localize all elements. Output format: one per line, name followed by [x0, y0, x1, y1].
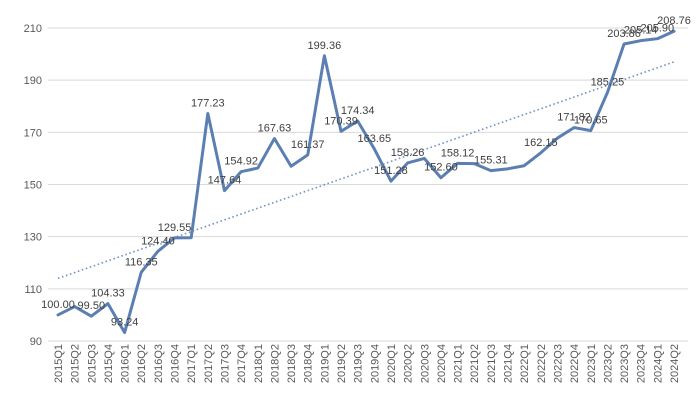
data-label: 205.90: [641, 23, 675, 35]
x-tick-label: 2016Q1: [120, 344, 132, 383]
x-tick-label: 2018Q4: [303, 344, 315, 383]
x-tick-label: 2016Q4: [170, 344, 182, 383]
data-label: 100.00: [41, 299, 75, 311]
data-label: 174.34: [341, 105, 375, 117]
data-label: 163.65: [357, 133, 391, 145]
data-label: 177.23: [191, 97, 225, 109]
y-tick-label: 170: [24, 127, 42, 139]
data-label: 154.92: [224, 156, 258, 168]
x-tick-label: 2017Q2: [203, 344, 215, 383]
y-axis-labels: 90 110 130 150 170 190 210: [24, 23, 42, 348]
x-tick-label: 2023Q4: [636, 344, 648, 383]
y-tick-label: 110: [24, 284, 42, 296]
x-tick-label: 2023Q1: [586, 344, 598, 383]
x-tick-label: 2017Q1: [186, 344, 198, 383]
x-tick-label: 2022Q2: [536, 344, 548, 383]
data-label: 99.50: [78, 300, 106, 312]
data-label: 93.24: [111, 317, 139, 329]
x-tick-label: 2020Q2: [403, 344, 415, 383]
x-tick-label: 2019Q2: [336, 344, 348, 383]
data-label: 129.55: [158, 222, 192, 234]
data-label: 158.12: [441, 147, 475, 159]
x-tick-label: 2017Q4: [236, 344, 248, 383]
x-tick-label: 2021Q4: [503, 344, 515, 383]
data-label: 185.25: [591, 77, 625, 89]
x-tick-label: 2020Q1: [386, 344, 398, 383]
x-tick-label: 2015Q2: [70, 344, 82, 383]
y-tick-label: 210: [24, 23, 42, 35]
x-tick-label: 2019Q1: [319, 344, 331, 383]
x-tick-label: 2015Q4: [103, 344, 115, 383]
x-tick-label: 2018Q3: [286, 344, 298, 383]
x-tick-label: 2023Q2: [602, 344, 614, 383]
series-line: [56, 29, 676, 335]
x-tick-label: 2021Q2: [469, 344, 481, 383]
y-tick-label: 190: [24, 75, 42, 87]
x-tick-label: 2019Q4: [369, 344, 381, 383]
data-label: 203.86: [607, 28, 641, 40]
x-tick-label: 2022Q4: [569, 344, 581, 383]
data-label: 161.37: [291, 139, 325, 151]
data-label: 116.35: [125, 256, 158, 268]
x-tick-label: 2015Q1: [53, 344, 65, 383]
data-label: 162.15: [524, 137, 558, 149]
data-label: 167.63: [258, 123, 292, 135]
x-tick-label: 2022Q1: [519, 344, 531, 383]
x-tick-label: 2020Q3: [419, 344, 431, 383]
x-tick-label: 2024Q2: [669, 344, 681, 383]
data-label: 147.64: [208, 175, 242, 187]
x-tick-label: 2020Q4: [436, 344, 448, 383]
data-label: 124.40: [141, 235, 175, 247]
x-tick-label: 2021Q1: [453, 344, 465, 383]
data-label: 205.14: [624, 25, 658, 37]
data-label: 155.31: [474, 155, 508, 167]
data-label: 158.26: [391, 147, 425, 159]
x-axis-labels: 2015Q1 2015Q2 2015Q3 2015Q4 2016Q1 2016Q2 2016…: [53, 344, 681, 383]
y-tick-label: 130: [24, 232, 42, 244]
y-tick-label: 150: [24, 180, 42, 192]
data-label: 170.39: [324, 115, 358, 127]
y-tick-label: 90: [30, 336, 42, 348]
x-tick-label: 2016Q2: [136, 344, 148, 383]
data-label: 171.82: [557, 112, 591, 124]
x-tick-label: 2016Q3: [153, 344, 165, 383]
x-tick-label: 2018Q2: [269, 344, 281, 383]
x-tick-label: 2023Q3: [619, 344, 631, 383]
x-tick-label: 2024Q1: [652, 344, 664, 383]
data-label: 151.28: [374, 165, 408, 177]
x-tick-label: 2017Q3: [219, 344, 231, 383]
x-tick-label: 2015Q3: [86, 344, 98, 383]
data-label: 152.60: [424, 162, 458, 174]
gridlines: [48, 27, 688, 342]
data-label: 170.65: [574, 115, 608, 127]
data-label: 208.76: [657, 15, 691, 27]
x-tick-label: 2021Q3: [486, 344, 498, 383]
data-label: 199.36: [308, 40, 342, 52]
data-label: 104.33: [91, 288, 125, 300]
x-tick-label: 2018Q1: [253, 344, 265, 383]
x-tick-label: 2019Q3: [353, 344, 365, 383]
x-tick-label: 2022Q3: [552, 344, 564, 383]
